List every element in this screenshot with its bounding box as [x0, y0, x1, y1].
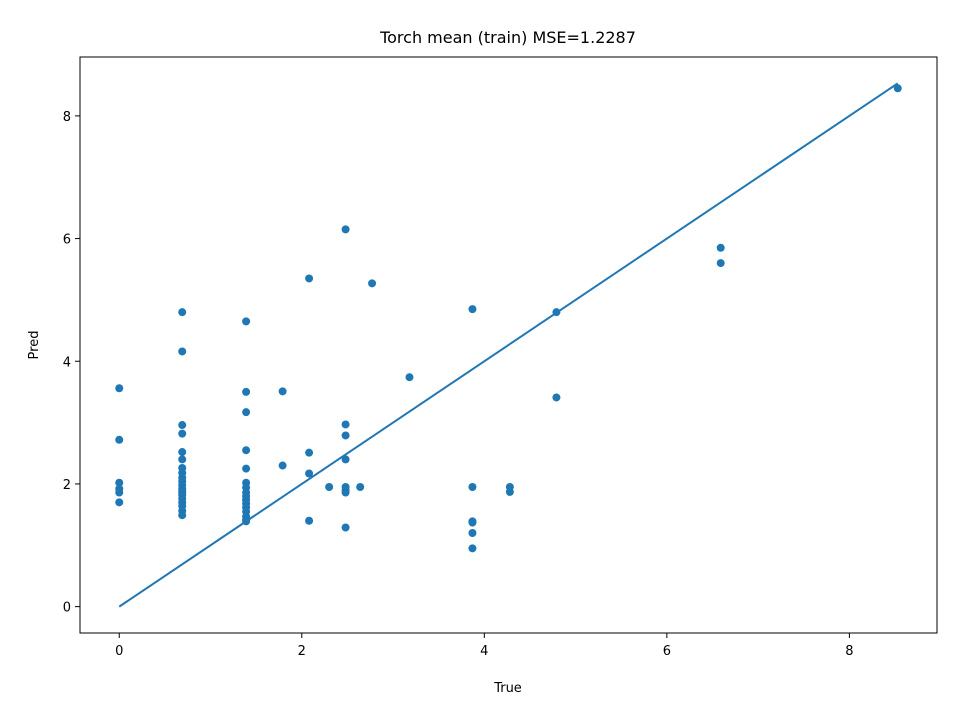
scatter-point [242, 464, 251, 473]
scatter-point [178, 347, 187, 356]
scatter-point [552, 308, 561, 317]
scatter-point [368, 279, 377, 288]
scatter-point [341, 225, 350, 234]
x-tick-label: 0 [115, 644, 123, 659]
scatter-point [341, 431, 350, 440]
y-tick-label: 0 [63, 601, 71, 616]
scatter-point [552, 393, 561, 402]
scatter-point [468, 544, 477, 553]
x-tick-label: 4 [480, 644, 488, 659]
y-tick-label: 4 [63, 355, 71, 370]
x-tick-label: 2 [298, 644, 306, 659]
x-axis-label: True [493, 681, 522, 696]
scatter-point [115, 435, 124, 444]
plot-frame [79, 56, 938, 634]
scatter-point [115, 478, 124, 487]
y-axis-label: Pred [27, 331, 42, 360]
x-tick-label: 6 [663, 644, 671, 659]
y-tick-label: 2 [63, 478, 71, 493]
scatter-point [468, 483, 477, 492]
scatter-point [115, 498, 124, 507]
scatter-point [341, 488, 350, 497]
scatter-point [356, 483, 365, 492]
y-tick-label: 8 [63, 110, 71, 125]
scatter-point [341, 455, 350, 464]
scatter-point [305, 448, 314, 457]
scatter-point [178, 308, 187, 317]
scatter-point [305, 516, 314, 525]
y-tick-label: 6 [63, 233, 71, 248]
scatter-point [341, 523, 350, 532]
scatter-point [305, 469, 314, 478]
scatter-point [242, 387, 251, 396]
scatter-point [178, 487, 187, 496]
scatter-point [278, 387, 287, 396]
scatter-point [716, 259, 725, 268]
scatter-point [115, 488, 124, 497]
scatter-point [178, 421, 187, 430]
scatter-point [242, 317, 251, 326]
scatter-point [468, 518, 477, 527]
scatter-point [893, 84, 902, 93]
scatter-point [178, 511, 187, 520]
scatter-point [716, 243, 725, 252]
scatter-point [468, 529, 477, 538]
scatter-point [341, 420, 350, 429]
scatter-point [178, 455, 187, 464]
scatter-point [405, 373, 414, 382]
scatter-point [505, 487, 514, 496]
scatter-point [115, 384, 124, 393]
plot-area [115, 82, 902, 608]
scatter-point [242, 446, 251, 455]
scatter-point [178, 429, 187, 438]
scatter-point [178, 448, 187, 457]
scatter-point [468, 305, 477, 314]
x-tick-label: 8 [845, 644, 853, 659]
scatter-point [305, 274, 314, 283]
scatter-point [242, 517, 251, 526]
scatter-point [242, 408, 251, 417]
scatter-point [278, 461, 287, 470]
scatter-point [325, 483, 334, 492]
chart-title: Torch mean (train) MSE=1.2287 [379, 28, 636, 47]
